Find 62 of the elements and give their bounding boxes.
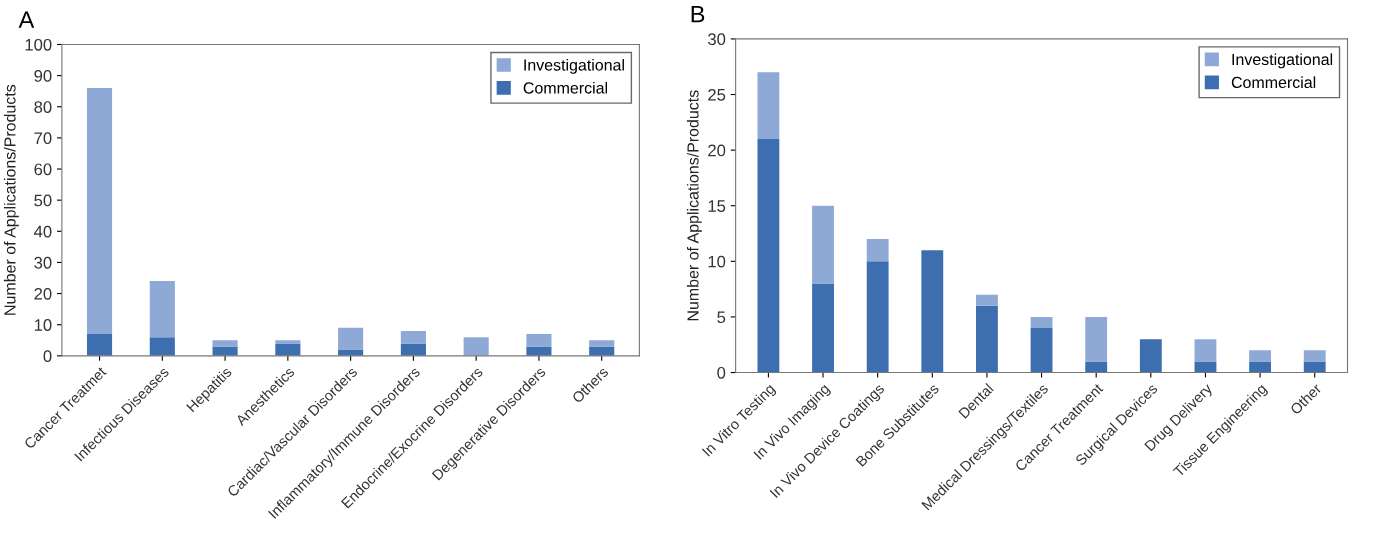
y-axis-title: Number of Applications/Products xyxy=(3,84,19,315)
y-tick-label: 10 xyxy=(708,255,726,268)
y-tick-label: 100 xyxy=(25,38,52,51)
y-tick-label: 25 xyxy=(708,88,726,101)
bar xyxy=(463,337,489,356)
bar xyxy=(1085,361,1108,373)
bar xyxy=(212,346,238,356)
legend-label: Investigational xyxy=(1232,53,1333,69)
bar xyxy=(400,330,426,344)
bar xyxy=(757,139,780,373)
bar xyxy=(1139,339,1162,373)
y-tick-label: 0 xyxy=(717,366,726,379)
bar xyxy=(1085,316,1108,362)
y-tick-label: 70 xyxy=(34,132,52,145)
bar xyxy=(921,250,944,373)
bar xyxy=(589,346,615,356)
bar xyxy=(275,340,301,344)
legend-label: Commercial xyxy=(523,81,608,94)
y-axis-title: Number of Applications/Products xyxy=(686,90,702,321)
bar xyxy=(866,261,889,373)
y-tick-label: 60 xyxy=(34,163,52,176)
bar xyxy=(212,340,238,347)
y-tick-label: 80 xyxy=(34,101,52,113)
chart-title: A xyxy=(18,11,35,28)
bar xyxy=(812,205,834,284)
bar xyxy=(589,340,615,347)
y-tick-label: 20 xyxy=(34,287,52,300)
bar xyxy=(86,334,113,356)
legend-label: Investigational xyxy=(524,58,624,74)
bar xyxy=(149,337,175,356)
y-tick-label: 30 xyxy=(34,256,52,269)
y-tick-label: 40 xyxy=(34,225,52,238)
bar xyxy=(1194,361,1217,373)
y-tick-label: 10 xyxy=(34,319,52,331)
y-tick-label: 15 xyxy=(708,200,726,212)
bar xyxy=(757,72,780,139)
bar xyxy=(866,239,889,262)
bar xyxy=(86,88,113,335)
y-tick-label: 5 xyxy=(717,311,726,324)
bar xyxy=(1030,316,1053,329)
chart-title: B xyxy=(691,6,705,23)
bar xyxy=(526,334,552,347)
bar xyxy=(1030,328,1053,373)
bar xyxy=(1303,350,1326,362)
bar xyxy=(812,283,834,373)
bar xyxy=(400,343,426,356)
bar xyxy=(1249,350,1272,362)
bar xyxy=(976,305,998,373)
y-tick-label: 90 xyxy=(34,70,52,82)
bar xyxy=(1249,361,1272,373)
bar xyxy=(338,327,364,350)
bar xyxy=(1194,339,1217,362)
legend-label: Commercial xyxy=(1231,76,1316,89)
bar xyxy=(1303,361,1326,373)
bar xyxy=(526,346,552,356)
bar xyxy=(149,281,175,338)
bar xyxy=(275,343,301,356)
bar xyxy=(976,294,998,306)
y-tick-label: 50 xyxy=(34,194,52,207)
y-tick-label: 30 xyxy=(708,33,726,46)
y-tick-label: 0 xyxy=(43,350,52,363)
y-tick-label: 20 xyxy=(708,144,726,157)
